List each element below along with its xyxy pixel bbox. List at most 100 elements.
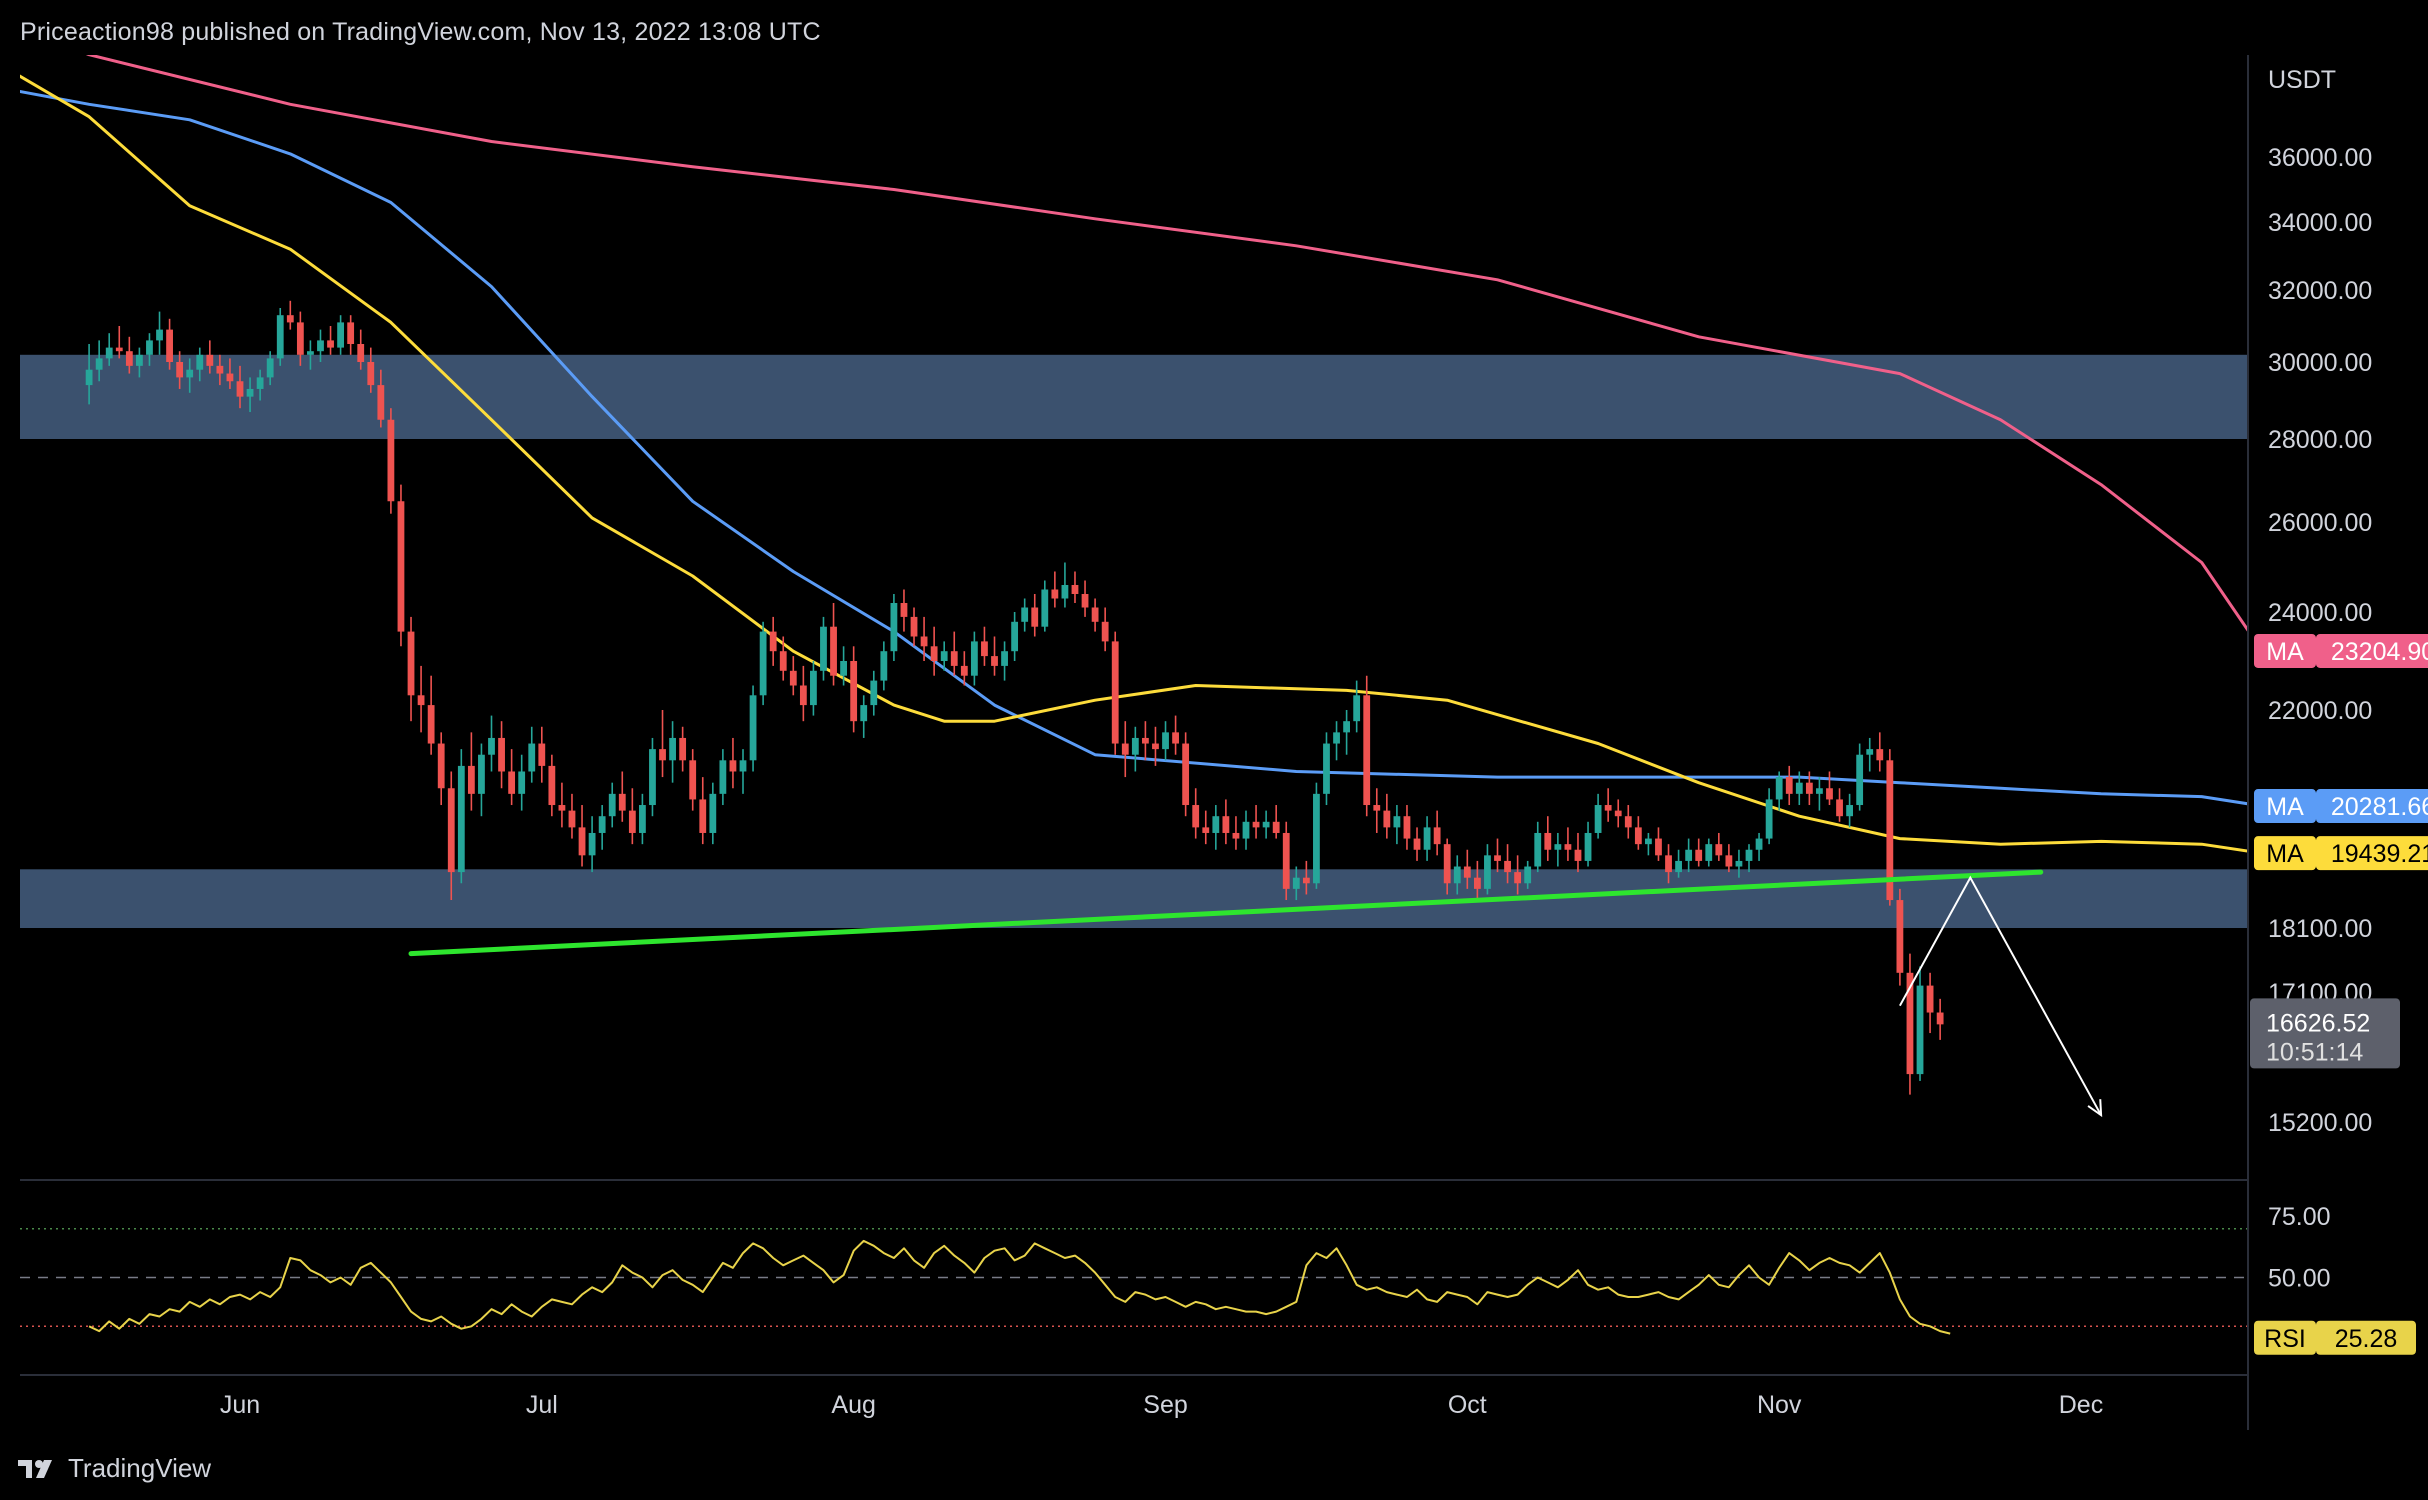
candle-body [1373, 805, 1381, 811]
candle-body [1212, 816, 1220, 833]
candle-body [276, 315, 284, 359]
time-tick-label: Dec [2059, 1391, 2103, 1419]
moving-average-line-3 [20, 74, 2248, 853]
candle-body [1172, 732, 1179, 744]
candle-body [930, 646, 938, 661]
candle-body [216, 365, 224, 374]
candle-body [1926, 985, 1934, 1013]
tradingview-logo-icon [18, 1458, 58, 1480]
candle-body [105, 347, 113, 359]
candle-body [759, 631, 767, 696]
candle-body [146, 340, 153, 355]
candle-body [659, 749, 666, 761]
time-tick-label: Jun [220, 1391, 260, 1419]
price-tick-label: 36000.00 [2268, 144, 2372, 172]
last-price-value: 16626.52 [2266, 1009, 2370, 1037]
candle-body [1302, 877, 1310, 884]
candle-body [367, 362, 375, 386]
publisher-header: Priceaction98 published on TradingView.c… [20, 18, 821, 46]
price-tick-label: 34000.00 [2268, 209, 2372, 237]
candle-body [628, 810, 636, 833]
candle-body [357, 344, 365, 362]
candle-body [206, 354, 214, 366]
candle-body [1866, 749, 1874, 755]
rsi-pane[interactable] [20, 1228, 2248, 1335]
candle-body [407, 631, 415, 696]
candle-body [991, 656, 998, 666]
rsi-tag-label-bg [2254, 1320, 2316, 1355]
candle-body [598, 816, 606, 833]
candle-body [799, 685, 807, 706]
candle-body [1041, 589, 1049, 627]
candle-body [377, 385, 385, 420]
candle-body [1383, 810, 1391, 828]
candle-body [1574, 849, 1582, 861]
candle-body [1916, 985, 1924, 1075]
candle-body [1252, 821, 1260, 828]
candle-body [1282, 832, 1290, 889]
candle-body [981, 641, 988, 657]
candle-body [1805, 782, 1813, 794]
candle-body [136, 354, 143, 366]
candle-body [1554, 844, 1562, 850]
candle-body [1192, 805, 1200, 828]
candle-body [1262, 821, 1270, 828]
candle-body [528, 743, 536, 772]
candle-body [1695, 849, 1703, 861]
price-pane[interactable] [0, 14, 2262, 1118]
candle-body [1463, 866, 1471, 878]
price-tick-label: 15200.00 [2268, 1109, 2372, 1137]
candle-body [1785, 777, 1793, 794]
price-tick-label: 18100.00 [2268, 915, 2372, 943]
candle-body [1604, 805, 1612, 811]
ma-tag-label-bg [2254, 789, 2316, 824]
candle-body [125, 351, 133, 366]
candle-body [1333, 732, 1340, 744]
candle-body [1061, 585, 1069, 599]
footer-brand[interactable]: TradingView [68, 1453, 212, 1483]
candle-body [1665, 855, 1672, 873]
candle-body [498, 737, 505, 772]
candle-body [618, 793, 626, 811]
candle-body [568, 810, 576, 828]
candle-body [1655, 838, 1662, 856]
candle-body [1906, 972, 1914, 1075]
candle-body [1111, 641, 1119, 744]
ma-tag-value: 23204.90 [2331, 638, 2428, 666]
candle-body [397, 501, 405, 632]
candle-body [1011, 621, 1019, 652]
candle-body [850, 661, 858, 722]
candle-body [1051, 589, 1059, 599]
ma-tag-value: 19439.21 [2331, 840, 2428, 868]
price-tick-label: 32000.00 [2268, 277, 2372, 305]
candle-body [1584, 832, 1592, 861]
candle-body [166, 329, 173, 362]
rsi-line [88, 1239, 1951, 1335]
price-tick-label: 22000.00 [2268, 697, 2372, 725]
candle-body [1765, 799, 1773, 839]
candle-body [920, 636, 928, 647]
candle-body [286, 315, 294, 323]
candle-body [1313, 793, 1320, 884]
axes: USDT 36000.00 34000.00 32000.00 30000.00 2800… [20, 55, 2372, 1430]
ma-tag-name: MA [2266, 840, 2304, 868]
candle-body [1081, 594, 1089, 608]
candle-body [950, 651, 958, 666]
rsi-value-tag: RSI 25.28 [2254, 1320, 2416, 1355]
candle-body [1735, 860, 1743, 867]
footer: TradingView [18, 1453, 211, 1484]
candle-body [548, 765, 556, 806]
candle-body [578, 827, 586, 856]
candle-body [337, 322, 344, 348]
candle-body [960, 665, 968, 676]
candle-body [1836, 799, 1843, 817]
candle-body [689, 760, 697, 800]
candle-body [769, 631, 777, 652]
candle-body [940, 651, 948, 661]
candle-body [810, 670, 817, 706]
candle-body [1292, 877, 1300, 889]
candle-body [699, 799, 707, 833]
ma-tag-name: MA [2266, 793, 2304, 821]
candle-body [467, 765, 475, 794]
